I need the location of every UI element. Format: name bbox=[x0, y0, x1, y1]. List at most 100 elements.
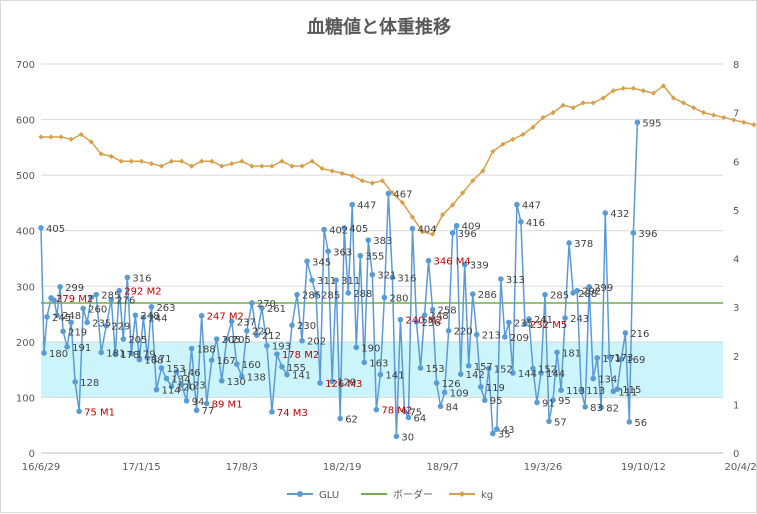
glu-point bbox=[299, 337, 305, 344]
glu-point bbox=[630, 230, 637, 236]
kg-point bbox=[680, 100, 687, 106]
glu-data-label: 316 bbox=[132, 273, 151, 284]
glu-point bbox=[361, 359, 368, 366]
glu-point bbox=[586, 284, 592, 290]
glu-point bbox=[417, 365, 424, 371]
glu-point bbox=[269, 409, 275, 415]
kg-point bbox=[289, 163, 295, 169]
kg-point bbox=[389, 190, 395, 196]
glu-point bbox=[429, 306, 436, 313]
glu-data-label: 409 bbox=[462, 222, 481, 233]
y-right-tick-label: 5 bbox=[733, 206, 739, 217]
glu-point bbox=[381, 294, 388, 301]
y-left-tick-label: 500 bbox=[16, 171, 35, 182]
glu-point bbox=[437, 403, 444, 410]
glu-point bbox=[198, 312, 205, 319]
glu-point bbox=[208, 357, 215, 363]
glu-point bbox=[618, 356, 625, 362]
glu-data-label: 237 bbox=[237, 317, 256, 328]
glu-data-label: 248 bbox=[140, 311, 159, 322]
glu-data-label: 144 bbox=[546, 369, 565, 380]
glu-point bbox=[259, 305, 265, 311]
glu-point bbox=[433, 380, 440, 386]
kg-point bbox=[711, 112, 717, 118]
y-left-tick-label: 0 bbox=[29, 449, 35, 460]
kg-point bbox=[560, 102, 566, 108]
glu-point bbox=[554, 349, 560, 356]
glu-data-label: 180 bbox=[49, 349, 68, 360]
glu-point bbox=[183, 397, 190, 404]
glu-point bbox=[425, 257, 432, 264]
glu-data-label: 190 bbox=[361, 343, 380, 354]
glu-data-label: 235 bbox=[92, 318, 111, 329]
x-tick-label: 17/1/15 bbox=[122, 462, 161, 473]
glu-data-label: 119 bbox=[486, 383, 505, 394]
glu-data-label: 146 bbox=[182, 368, 201, 379]
glu-point bbox=[542, 291, 548, 298]
kg-point bbox=[199, 158, 205, 164]
kg-point bbox=[440, 212, 446, 218]
glu-data-label: 467 bbox=[393, 189, 412, 200]
kg-point bbox=[460, 190, 466, 196]
glu-point bbox=[461, 261, 468, 268]
kg-point bbox=[68, 136, 74, 142]
legend-label: ボーダー bbox=[393, 488, 433, 501]
kg-point bbox=[229, 161, 235, 167]
y-right-tick-label: 0 bbox=[733, 449, 739, 460]
glu-point bbox=[518, 219, 524, 225]
glu-data-label: 286 bbox=[478, 290, 497, 301]
glu-data-label: 89 M1 bbox=[212, 400, 243, 411]
glu-point bbox=[80, 305, 86, 312]
glu-data-label: 220 bbox=[252, 327, 271, 338]
glu-point bbox=[457, 371, 464, 377]
glu-point bbox=[68, 319, 74, 326]
glu-point bbox=[530, 365, 536, 372]
glu-data-label: 191 bbox=[72, 343, 91, 354]
glu-point bbox=[112, 351, 119, 357]
glu-data-label: 270 bbox=[257, 299, 276, 310]
kg-point bbox=[590, 100, 596, 106]
glu-point bbox=[582, 404, 588, 410]
glu-data-label: 248 bbox=[62, 311, 81, 322]
kg-point bbox=[38, 134, 44, 140]
glu-data-label: 396 bbox=[458, 229, 477, 240]
glu-data-label: 82 bbox=[606, 403, 619, 414]
kg-point bbox=[359, 178, 365, 184]
glu-point bbox=[377, 371, 384, 378]
glu-point bbox=[41, 350, 47, 356]
glu-point bbox=[365, 237, 372, 243]
glu-data-label: 167 bbox=[217, 356, 236, 367]
glu-point bbox=[413, 319, 420, 325]
glu-point bbox=[294, 291, 300, 298]
legend: GLU ボーダー kg bbox=[287, 488, 493, 501]
glu-data-label: 396 bbox=[638, 229, 657, 240]
kg-point bbox=[379, 178, 385, 184]
glu-point bbox=[369, 271, 376, 278]
glu-point bbox=[397, 316, 404, 323]
glu-data-label: 240 M2 bbox=[405, 316, 442, 327]
kg-point bbox=[610, 88, 616, 94]
kg-point bbox=[470, 178, 476, 184]
glu-point bbox=[590, 375, 596, 382]
glu-data-label: 64 bbox=[413, 413, 426, 424]
glu-point bbox=[51, 297, 57, 303]
glu-data-label: 404 bbox=[417, 224, 436, 235]
glu-data-label: 130 bbox=[227, 377, 246, 388]
legend-label: kg bbox=[481, 490, 493, 501]
glu-data-label: 243 bbox=[570, 314, 589, 325]
kg-point bbox=[108, 153, 114, 159]
glu-point bbox=[614, 386, 621, 392]
glu-data-label: 405 bbox=[46, 224, 65, 235]
legend-marker bbox=[297, 491, 303, 497]
kg-point bbox=[88, 139, 94, 145]
glu-data-label: 263 bbox=[156, 303, 175, 314]
glu-data-label: 111 bbox=[618, 387, 637, 398]
kg-point bbox=[279, 158, 285, 164]
glu-data-label: 212 bbox=[262, 331, 281, 342]
glu-point bbox=[213, 336, 220, 342]
glu-point bbox=[98, 349, 105, 356]
glu-point bbox=[325, 248, 331, 255]
glu-data-label: 245 bbox=[52, 313, 71, 324]
